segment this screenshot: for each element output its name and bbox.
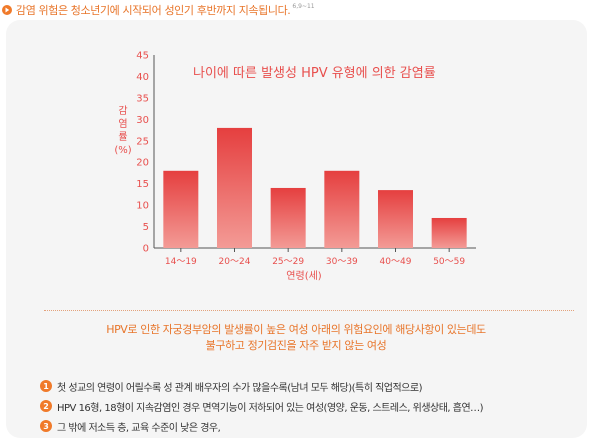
divider [44,310,574,311]
x-ticks: 14～19 20～24 25～29 30～39 40～49 50～59 [165,248,465,267]
y-axis-label-char: 률 [118,131,127,143]
y-tick-label: 15 [136,179,149,190]
section-header: 감염 위험은 청소년기에 시작되어 성인기 후반까지 지속됩니다. 6,9~11 [2,1,315,19]
bar-chart: 나이에 따른 발생성 HPV 유형에 의한 감염률 연령(세) 감염률 (%) 0… [114,51,476,282]
y-tick-label: 45 [136,51,149,62]
bar [378,190,413,248]
y-axis-label: 감염률 (%) [114,105,131,156]
header-reference: 6,9~11 [292,2,315,10]
x-tick-label: 20～24 [219,257,251,267]
y-tick-label: 20 [136,158,149,169]
bar [431,217,467,248]
bar [217,127,252,248]
y-tick-label: 0 [143,244,149,255]
list-item-text: HPV 16형, 18형이 지속감염인 경우 면역기능이 저하되어 있는 여성(… [57,402,484,414]
play-bullet-icon [2,5,12,15]
bars [163,127,467,248]
x-tick-label: 50～59 [433,257,465,267]
list-item: 3 그 밖에 저소득 층, 교육 수준이 낮은 경우, [40,416,483,436]
description: HPV로 인한 자궁경부암의 발생률이 높은 여성 아래의 위험요인에 해당사항… [46,322,546,354]
number-badge-icon: 3 [40,420,52,432]
y-tick-label: 25 [136,136,149,147]
y-axis-label-unit: (%) [114,145,131,156]
y-tick-label: 10 [136,201,149,212]
x-tick-label: 25～29 [272,257,304,267]
y-axis-label-char: 감 [118,105,127,117]
x-tick-label: 40～49 [380,257,412,267]
content-panel: 나이에 따른 발생성 HPV 유형에 의한 감염률 연령(세) 감 염 률 (%) 0… [6,20,587,438]
number-badge-icon: 2 [40,400,52,412]
bar [163,170,199,248]
list-item-text: 그 밖에 저소득 층, 교육 수준이 낮은 경우, [57,422,221,434]
y-ticks: 0 5 10 15 20 25 30 35 40 45 [136,51,149,255]
list-item: 2 HPV 16형, 18형이 지속감염인 경우 면역기능이 저하되어 있는 여… [40,396,484,416]
list-item-text: 첫 성교의 연령이 어릴수록 성 관계 배우자의 수가 많을수록(남녀 모두 해… [57,382,422,394]
y-tick-label: 40 [136,72,149,83]
header-title: 감염 위험은 청소년기에 시작되어 성인기 후반까지 지속됩니다. [16,4,291,17]
y-axis-label-char: 염 [118,118,127,130]
x-axis-label: 연령(세) [286,270,322,282]
y-tick-label: 5 [143,222,149,233]
risk-factor-list: 1 첫 성교의 연령이 어릴수록 성 관계 배우자의 수가 많을수록(남녀 모두… [40,376,484,436]
bar [324,170,360,248]
x-tick-label: 30～39 [326,257,358,267]
description-line-1: HPV로 인한 자궁경부암의 발생률이 높은 여성 아래의 위험요인에 해당사항… [106,323,486,336]
y-tick-label: 30 [136,115,149,126]
x-tick-label: 14～19 [165,257,197,267]
chart-title: 나이에 따른 발생성 HPV 유형에 의한 감염률 [193,66,436,81]
list-item: 1 첫 성교의 연령이 어릴수록 성 관계 배우자의 수가 많을수록(남녀 모두… [40,376,483,396]
description-line-2: 불구하고 정기검진을 자주 받지 않는 여성 [205,339,387,352]
y-tick-label: 35 [136,93,149,104]
number-badge-icon: 1 [40,380,52,392]
bar [270,187,306,248]
